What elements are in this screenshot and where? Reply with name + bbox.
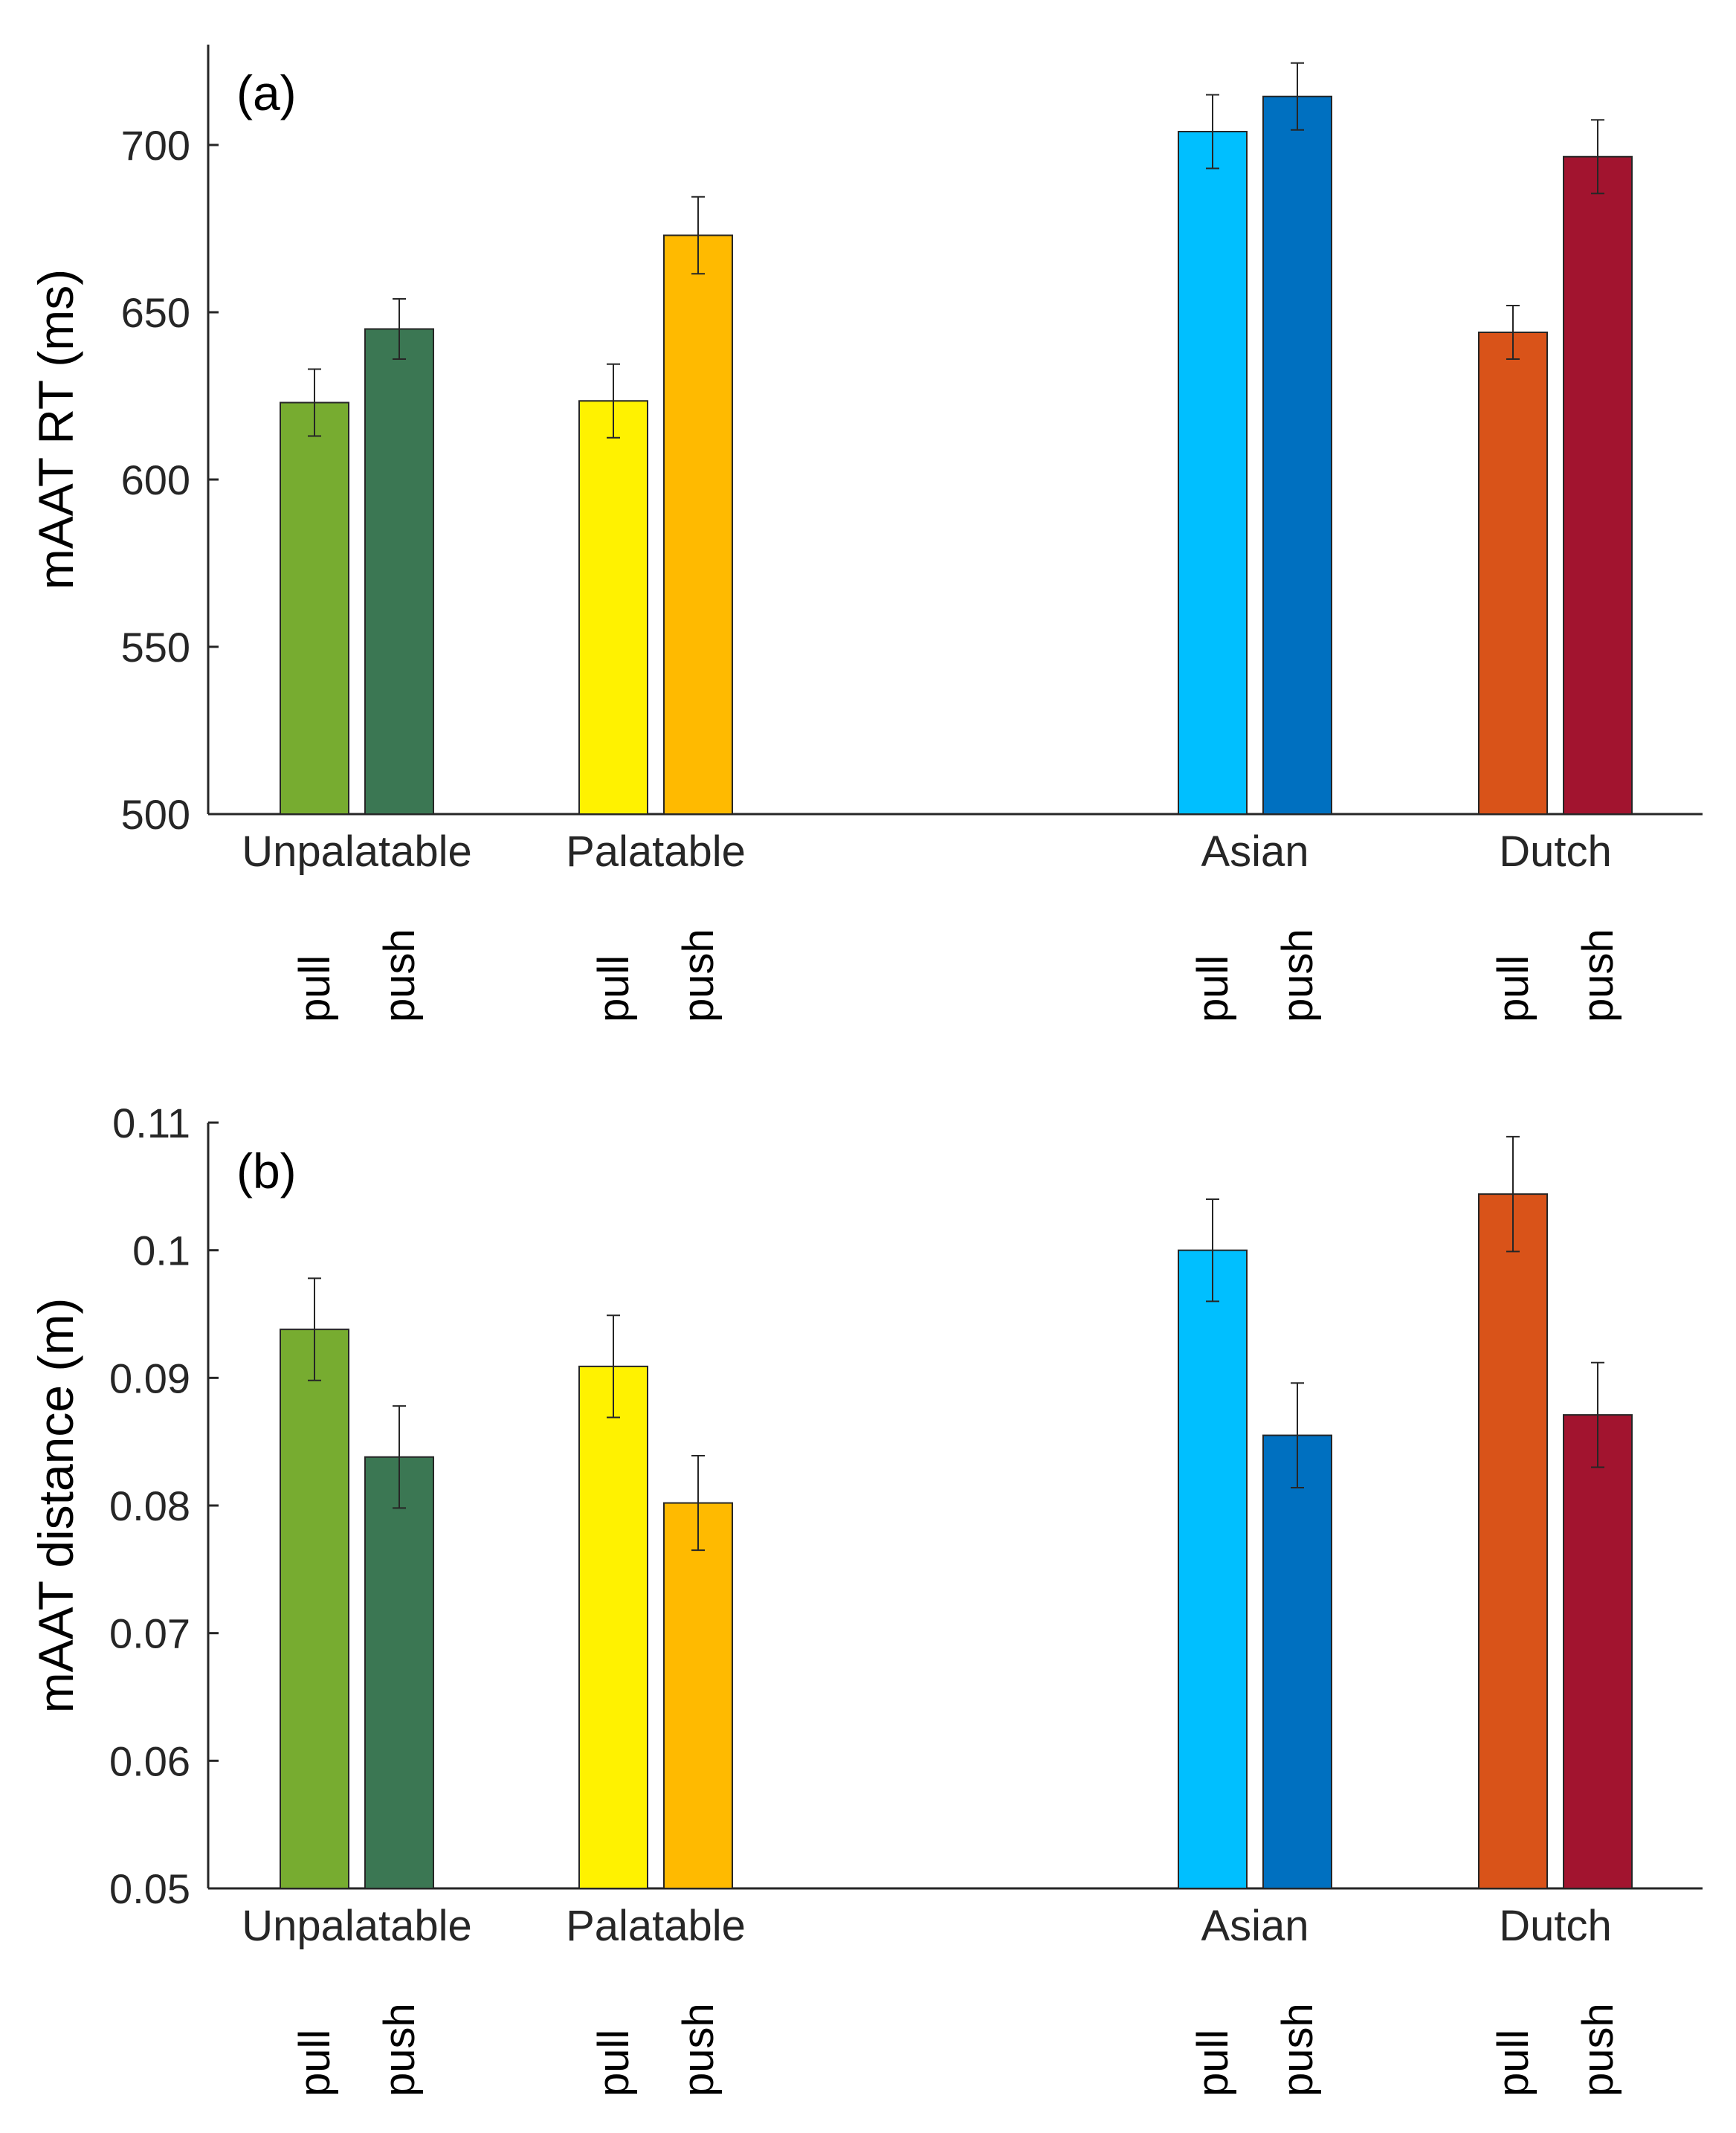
- y-tick-label: 0.1: [132, 1227, 190, 1274]
- bar-label-pull: pull: [1189, 955, 1237, 1022]
- group-label-asian: Asian: [1201, 1902, 1309, 1950]
- y-tick-label: 0.05: [109, 1865, 190, 1912]
- bar-asian-push: [1262, 1434, 1332, 1890]
- bar-dutch-pull: [1478, 332, 1548, 815]
- bar-palatable-push: [663, 234, 733, 815]
- y-axis-label: mAAT RT (ms): [28, 269, 83, 590]
- y-tick-label: 0.06: [109, 1737, 190, 1784]
- chart-panel-b: 0.05 0.06 0.07 0.08 0.09 0.1 0.11 mAAT distance…: [28, 1100, 1703, 2097]
- bar-dutch-push: [1563, 155, 1633, 815]
- y-tick-label: 650: [121, 289, 190, 336]
- group-label-palatable: Palatable: [566, 827, 746, 876]
- bar-asian-pull: [1178, 131, 1248, 815]
- bar-unpalatable-push: [364, 1456, 434, 1890]
- bar-dutch-pull: [1478, 1193, 1548, 1889]
- bar-label-push: push: [1574, 2003, 1622, 2097]
- chart-panel-a: 500 550 600 650 700 mAAT RT (ms) (a) Unpalatabl…: [28, 45, 1703, 1022]
- y-tick-label: 600: [121, 456, 190, 503]
- y-tick-label: 700: [121, 122, 190, 169]
- bar-label-push: push: [1574, 929, 1622, 1022]
- y-tick-label: 0.08: [109, 1482, 190, 1529]
- bar-label-pull: pull: [291, 955, 339, 1022]
- y-tick-label: 0.09: [109, 1355, 190, 1401]
- bar-palatable-push: [663, 1502, 733, 1889]
- bar-palatable-pull: [578, 1365, 648, 1889]
- bar-unpalatable-push: [364, 328, 434, 815]
- y-tick-label: 500: [121, 791, 190, 838]
- y-axis-label: mAAT distance (m): [28, 1298, 83, 1714]
- group-label-unpalatable: Unpalatable: [242, 827, 472, 876]
- bar-unpalatable-pull: [280, 1329, 349, 1889]
- bar-label-push: push: [1274, 2003, 1322, 2097]
- panel-label: (b): [236, 1143, 297, 1198]
- bar-asian-push: [1262, 95, 1332, 815]
- group-label-palatable: Palatable: [566, 1902, 746, 1950]
- bar-palatable-pull: [578, 400, 648, 815]
- bar-dutch-push: [1563, 1414, 1633, 1890]
- y-tick-label: 0.07: [109, 1610, 190, 1657]
- bar-label-pull: pull: [1489, 2030, 1537, 2097]
- group-label-asian: Asian: [1201, 827, 1309, 876]
- bar-label-push: push: [375, 929, 424, 1022]
- y-tick-label: 550: [121, 624, 190, 671]
- y-tick-label: 0.11: [112, 1100, 190, 1146]
- group-label-dutch: Dutch: [1499, 827, 1612, 876]
- bar-label-push: push: [674, 2003, 723, 2097]
- panel-label: (a): [236, 65, 297, 120]
- bar-label-pull: pull: [590, 955, 638, 1022]
- bar-label-pull: pull: [1189, 2030, 1237, 2097]
- bar-asian-pull: [1178, 1249, 1248, 1889]
- bar-label-pull: pull: [1489, 955, 1537, 1022]
- group-label-dutch: Dutch: [1499, 1902, 1612, 1950]
- bar-label-pull: pull: [291, 2030, 339, 2097]
- group-label-unpalatable: Unpalatable: [242, 1902, 472, 1950]
- bar-label-pull: pull: [590, 2030, 638, 2097]
- bar-label-push: push: [674, 929, 723, 1022]
- bar-label-push: push: [1274, 929, 1322, 1022]
- bar-label-push: push: [375, 2003, 424, 2097]
- bar-unpalatable-pull: [280, 401, 349, 815]
